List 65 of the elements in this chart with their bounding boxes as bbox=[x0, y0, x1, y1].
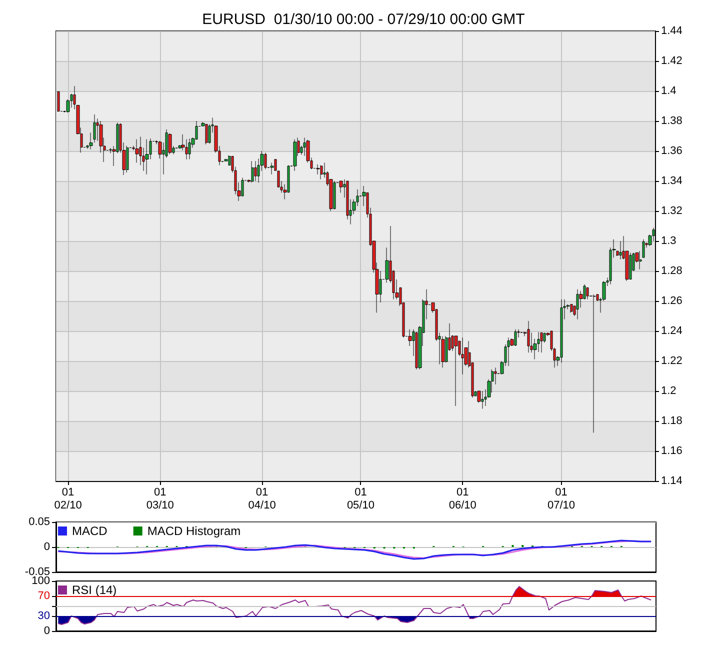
y-tick-label: 0.05 bbox=[28, 516, 50, 528]
y-tick-label: 70 bbox=[38, 590, 50, 602]
candlestick bbox=[320, 165, 323, 180]
y-tick-label: 1.26 bbox=[661, 295, 682, 307]
candlestick bbox=[254, 160, 257, 182]
candlestick bbox=[205, 124, 208, 145]
x-tick-label: 01 07/10 bbox=[548, 486, 576, 512]
candlestick bbox=[560, 299, 563, 363]
legend-label: MACD Histogram bbox=[147, 524, 241, 538]
candlestick bbox=[89, 132, 93, 150]
y-tick-label: 1.28 bbox=[661, 265, 682, 277]
y-tick-label: 1.2 bbox=[661, 385, 676, 397]
x-tick-label: 01 02/10 bbox=[54, 486, 82, 512]
candlestick bbox=[639, 250, 642, 270]
y-tick-label: 1.38 bbox=[661, 115, 682, 127]
candlestick bbox=[593, 294, 596, 433]
candlestick bbox=[188, 138, 191, 160]
y-tick-label: 1.24 bbox=[661, 325, 682, 337]
candlestick bbox=[135, 139, 139, 163]
y-tick-label: 1.42 bbox=[661, 55, 682, 67]
x-tick-label: 01 05/10 bbox=[346, 486, 374, 512]
chart-title: EURUSD 01/30/10 00:00 - 07/29/10 00:00 GMT bbox=[202, 11, 525, 28]
candlestick bbox=[461, 337, 464, 375]
y-tick-label: 1.44 bbox=[661, 25, 682, 37]
candlestick bbox=[540, 332, 543, 353]
line-series bbox=[58, 586, 652, 625]
candlestick bbox=[642, 239, 645, 258]
candlestick bbox=[145, 139, 149, 175]
y-tick-label: 100 bbox=[32, 575, 50, 587]
y-tick-label: 1.14 bbox=[661, 475, 682, 487]
legend-label: MACD bbox=[72, 524, 108, 538]
candlestick bbox=[168, 133, 172, 155]
candlestick bbox=[126, 146, 129, 173]
candlestick bbox=[570, 304, 573, 313]
y-tick-label: 0 bbox=[44, 541, 50, 553]
y-tick-label: 30 bbox=[38, 610, 50, 622]
x-tick-label: 01 03/10 bbox=[146, 486, 174, 512]
candlestick bbox=[251, 160, 254, 183]
y-tick-label: 1.18 bbox=[661, 415, 682, 427]
candlestick bbox=[514, 329, 517, 346]
candlestick bbox=[507, 337, 510, 366]
candlestick bbox=[527, 320, 530, 353]
y-tick-label: 1.34 bbox=[661, 175, 682, 187]
legend-label: RSI (14) bbox=[72, 583, 117, 597]
y-tick-label: 1.3 bbox=[661, 235, 676, 247]
candlestick bbox=[293, 139, 297, 172]
candlestick bbox=[224, 158, 228, 162]
x-tick-label: 01 06/10 bbox=[448, 486, 476, 512]
y-tick-label: 0 bbox=[44, 625, 50, 637]
x-tick-label: 01 04/10 bbox=[248, 486, 276, 512]
candlestick bbox=[629, 252, 632, 280]
y-tick-label: 1.4 bbox=[661, 85, 676, 97]
candlestick bbox=[576, 289, 579, 320]
candlestick bbox=[333, 180, 336, 210]
candlestick bbox=[454, 336, 458, 406]
y-tick-label: 1.16 bbox=[661, 445, 682, 457]
candlestick bbox=[93, 114, 96, 143]
y-tick-label: 1.22 bbox=[661, 355, 682, 367]
y-tick-label: 1.32 bbox=[661, 205, 682, 217]
candlestick bbox=[264, 152, 267, 170]
candlestick bbox=[586, 287, 589, 300]
candlestick bbox=[481, 390, 484, 409]
candlestick bbox=[270, 162, 274, 175]
candlestick bbox=[441, 336, 445, 368]
y-tick-label: 1.36 bbox=[661, 145, 682, 157]
